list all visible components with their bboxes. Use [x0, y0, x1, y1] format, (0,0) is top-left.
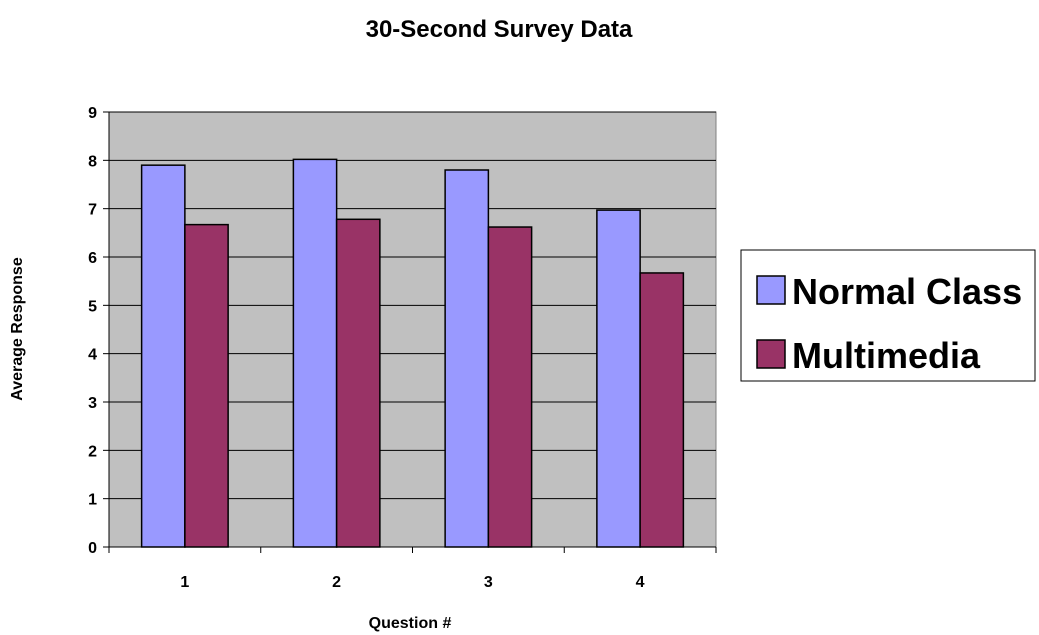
legend-label-multimedia: Multimedia: [792, 335, 981, 376]
bar-multimedia-q3: [487, 226, 533, 548]
bars: [140, 158, 685, 548]
y-tick-label: 5: [88, 298, 97, 315]
bar-normal-class-q2: [292, 158, 338, 548]
bar-multimedia-q4: [639, 272, 685, 548]
legend-label-normal-class: Normal Class: [792, 271, 1022, 312]
x-tick-label: 3: [484, 574, 493, 591]
bar-multimedia-q2: [335, 218, 381, 548]
bar-normal-class-q3: [444, 169, 490, 548]
y-tick-label: 9: [88, 105, 97, 122]
y-tick-label: 8: [88, 153, 97, 170]
chart-title: 30-Second Survey Data: [366, 16, 633, 43]
legend-swatch-multimedia: [756, 339, 786, 369]
y-tick-label: 1: [88, 492, 97, 509]
bar-normal-class-q1: [140, 164, 186, 548]
y-tick-label: 4: [88, 347, 97, 364]
axes: [103, 111, 717, 553]
x-tick-label: 2: [332, 574, 341, 591]
y-tick-label: 2: [88, 443, 97, 460]
legend: Normal Class Multimedia: [740, 249, 1036, 382]
bar-multimedia-q1: [184, 223, 229, 548]
x-tick-label: 4: [636, 574, 645, 591]
y-axis-label: Average Response: [9, 257, 26, 401]
y-tick-label: 0: [88, 540, 97, 557]
y-tick-label: 3: [88, 395, 97, 412]
x-axis-label: Question #: [369, 615, 452, 632]
legend-swatch-normal-class: [756, 275, 786, 305]
x-tick-label: 1: [180, 574, 189, 591]
legend-box: [740, 249, 1036, 382]
y-tick-label: 7: [88, 202, 97, 219]
y-tick-labels: 0 1 2 3 4 5 6 7 8 9: [88, 105, 97, 557]
x-tick-labels: 1 2 3 4: [180, 574, 644, 591]
y-tick-label: 6: [88, 250, 97, 267]
bar-normal-class-q4: [596, 209, 641, 548]
